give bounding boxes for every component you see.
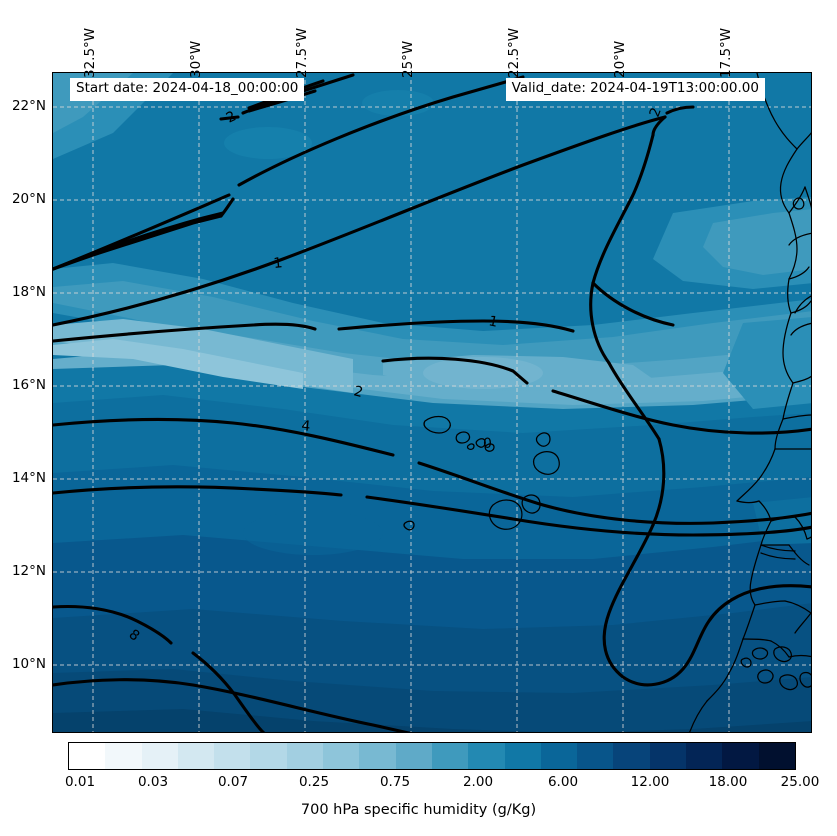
contour-label-group: 2 2 1 1 2 0 4 8 [126, 106, 665, 645]
humidity-filled-contours [53, 73, 811, 732]
colorbar-swatch [286, 743, 324, 769]
colorbar-swatch [649, 743, 687, 769]
colorbar-tick-label-2: 0.07 [217, 774, 249, 790]
colorbar-swatch [250, 743, 287, 769]
colorbar-swatch [214, 743, 251, 769]
colorbar-swatch [504, 743, 541, 769]
colorbar-swatch [177, 743, 215, 769]
valid-date-label: Valid_date: 2024-04-19T13:00:00.00 [505, 78, 765, 101]
colorbar-tick-label-1: 0.03 [137, 774, 169, 790]
lon-tick-label-3: 25°W [400, 40, 416, 78]
lat-tick-label-3: 16°N [11, 377, 46, 393]
colorbar-title: 700 hPa specific humidity (g/Kg) [300, 802, 537, 818]
humidity-contour-lines [53, 73, 811, 732]
colorbar-swatch [540, 743, 578, 769]
colorbar-swatch [686, 743, 723, 769]
colorbar-swatch [359, 743, 396, 769]
contour-label: 2 [352, 383, 365, 401]
contour-label: 1 [487, 313, 499, 331]
start-date-label: Start date: 2024-04-18_00:00:00 [70, 78, 305, 101]
lat-tick-label-1: 20°N [11, 191, 46, 207]
map-plot-area: 2 2 1 1 2 0 4 8 [52, 72, 812, 733]
colorbar-tick-label-3: 0.25 [298, 774, 330, 790]
colorbar-tick-label-4: 0.75 [379, 774, 411, 790]
lon-tick-label-4: 22.5°W [506, 27, 522, 78]
lat-tick-label-6: 10°N [11, 656, 46, 672]
lat-tick-label-2: 18°N [11, 284, 46, 300]
lat-tick-label-4: 14°N [11, 470, 46, 486]
lon-tick-label-5: 20°W [612, 40, 628, 78]
lat-tick-label-5: 12°N [11, 563, 46, 579]
lon-tick-label-2: 27.5°W [294, 27, 310, 78]
colorbar-tick-label-0: 0.01 [64, 774, 96, 790]
colorbar-swatch [69, 743, 106, 769]
colorbar-swatch [722, 743, 759, 769]
colorbar-swatch [105, 743, 142, 769]
contour-label: 0 [483, 436, 492, 452]
lon-tick-label-0: 32.5°W [82, 27, 98, 78]
colorbar-tick-label-9: 25.00 [780, 774, 820, 790]
colorbar-swatch [395, 743, 432, 769]
colorbar-tick-label-8: 18.00 [708, 774, 748, 790]
colorbar-swatch [468, 743, 505, 769]
colorbar-tick-label-5: 2.00 [462, 774, 494, 790]
colorbar-swatch [613, 743, 650, 769]
colorbar-tick-label-7: 12.00 [630, 774, 670, 790]
contour-label: 4 [301, 418, 312, 435]
lon-tick-label-1: 30°W [188, 40, 204, 78]
colorbar-swatch [577, 743, 614, 769]
colorbar [68, 742, 796, 770]
colorbar-swatch [141, 743, 178, 769]
colorbar-swatch [323, 743, 360, 769]
colorbar-tick-label-6: 6.00 [547, 774, 579, 790]
contour-label: 1 [273, 255, 284, 272]
map-svg: 2 2 1 1 2 0 4 8 [53, 73, 811, 732]
colorbar-swatch [431, 743, 469, 769]
lat-tick-label-0: 22°N [11, 98, 46, 114]
colorbar-swatch [758, 743, 795, 769]
lon-tick-label-6: 17.5°W [718, 27, 734, 78]
